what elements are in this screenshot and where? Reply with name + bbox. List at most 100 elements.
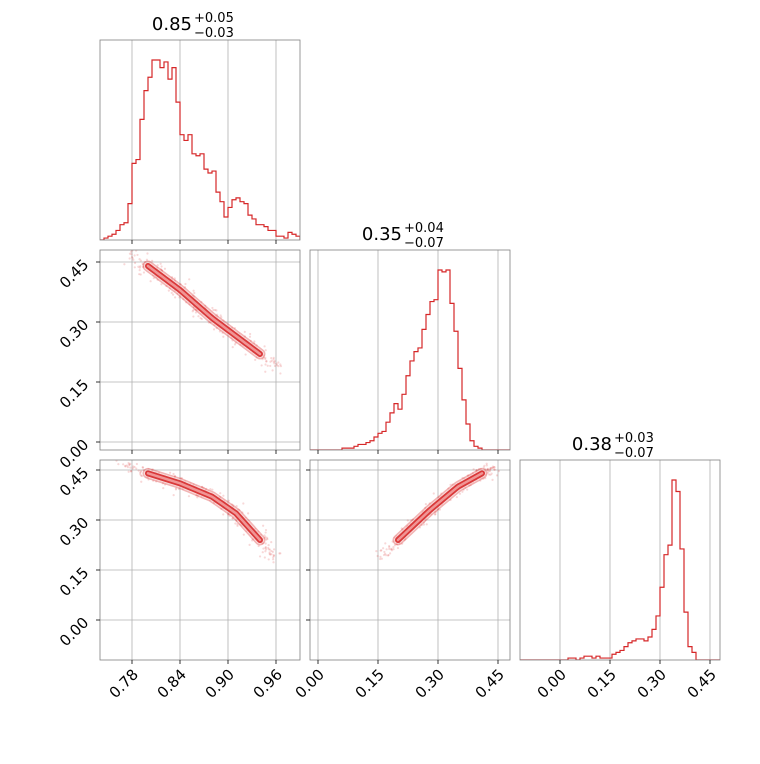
- scatter-point: [161, 482, 164, 485]
- scatter-point: [388, 547, 391, 551]
- panel-frame: [99, 459, 301, 661]
- scatter-point: [489, 468, 492, 471]
- scatter-point: [491, 465, 495, 468]
- scatter-point: [277, 361, 280, 364]
- scatter-point: [174, 296, 177, 299]
- scatter-point: [138, 273, 141, 276]
- title-minus: −0.07: [404, 236, 444, 251]
- scatter-point: [275, 362, 278, 365]
- scatter-point: [162, 487, 165, 490]
- scatter-point: [270, 553, 273, 556]
- histogram-3: [520, 479, 720, 660]
- scatter-point: [241, 511, 244, 514]
- scatter-point: [271, 550, 274, 554]
- scatter-point: [376, 554, 379, 558]
- scatter-point: [268, 551, 271, 554]
- scatter-point: [276, 364, 279, 367]
- scatter-point: [265, 548, 268, 551]
- scatter-point: [379, 555, 382, 558]
- scatter-point: [425, 523, 428, 526]
- scatter-point: [488, 468, 492, 471]
- scatter-point: [264, 356, 267, 359]
- scatter-point: [177, 487, 181, 491]
- scatter-point: [222, 319, 225, 322]
- scatter-point: [486, 468, 490, 471]
- scatter-point: [191, 310, 194, 313]
- scatter-point: [253, 340, 256, 343]
- scatter-point: [497, 470, 500, 473]
- scatter-point: [138, 258, 141, 261]
- scatter-point: [270, 357, 273, 360]
- scatter-point: [388, 546, 391, 549]
- scatter-point: [132, 258, 135, 261]
- scatter-point: [231, 339, 234, 342]
- scatter-point: [145, 258, 149, 261]
- scatter-point: [455, 495, 458, 499]
- scatter-point: [469, 484, 472, 487]
- x-tick-label: 0.30: [412, 666, 448, 702]
- scatter-point: [263, 345, 266, 348]
- scatter-point: [384, 542, 387, 545]
- scatter-point: [272, 558, 275, 561]
- scatter-point: [375, 550, 378, 553]
- scatter-point: [180, 477, 184, 480]
- scatter-point: [264, 370, 267, 373]
- scatter-point: [228, 514, 231, 517]
- scatter-point: [249, 332, 252, 336]
- scatter-point: [193, 291, 196, 295]
- panel-frame: [99, 249, 301, 451]
- scatter-points: [115, 460, 282, 564]
- scatter-point: [135, 462, 138, 466]
- title-median: 0.38: [572, 434, 612, 455]
- scatter-point: [128, 252, 132, 255]
- scatter-point: [178, 296, 181, 299]
- scatter-point: [268, 552, 271, 555]
- scatter-point: [163, 483, 167, 486]
- scatter-point: [232, 504, 235, 507]
- scatter-point: [261, 358, 264, 361]
- scatter-point: [124, 464, 127, 468]
- scatter-point: [472, 468, 475, 471]
- scatter-point: [262, 524, 265, 527]
- scatter-point: [263, 556, 266, 559]
- scatter-point: [200, 485, 204, 488]
- scatter-point: [383, 550, 386, 554]
- scatter-point: [160, 283, 163, 286]
- scatter-point: [489, 466, 493, 470]
- scatter-point: [495, 474, 499, 477]
- scatter-point: [392, 545, 395, 549]
- scatter-point: [151, 259, 154, 262]
- scatter-point: [491, 466, 495, 470]
- scatter-point: [390, 547, 393, 550]
- scatter-point: [489, 473, 492, 476]
- scatter-point: [267, 546, 270, 550]
- scatter-point: [129, 470, 133, 473]
- y-tick-label: 0.45: [56, 464, 92, 500]
- scatter-point: [379, 557, 382, 561]
- scatter-point: [483, 464, 486, 467]
- title-median: 0.85: [152, 14, 192, 35]
- scatter-point: [493, 466, 496, 469]
- scatter-point: [227, 499, 230, 502]
- scatter-point: [135, 242, 137, 244]
- scatter-point: [264, 550, 267, 553]
- scatter-point: [249, 339, 252, 342]
- scatter-point: [185, 301, 188, 304]
- scatter-point: [386, 554, 390, 557]
- scatter-point: [272, 561, 275, 564]
- scatter-point: [243, 330, 246, 333]
- scatter-point: [436, 508, 439, 511]
- scatter-point: [433, 513, 437, 516]
- scatter-point: [211, 306, 214, 310]
- scatter-point: [139, 471, 142, 475]
- scatter-point: [242, 533, 245, 536]
- scatter-point: [179, 282, 182, 286]
- scatter-point: [484, 477, 487, 480]
- scatter-point: [127, 470, 130, 473]
- scatter-point: [173, 475, 177, 478]
- scatter-point: [129, 462, 132, 465]
- scatter-point: [135, 467, 138, 470]
- scatter-point: [253, 342, 256, 345]
- scatter-point: [219, 314, 222, 317]
